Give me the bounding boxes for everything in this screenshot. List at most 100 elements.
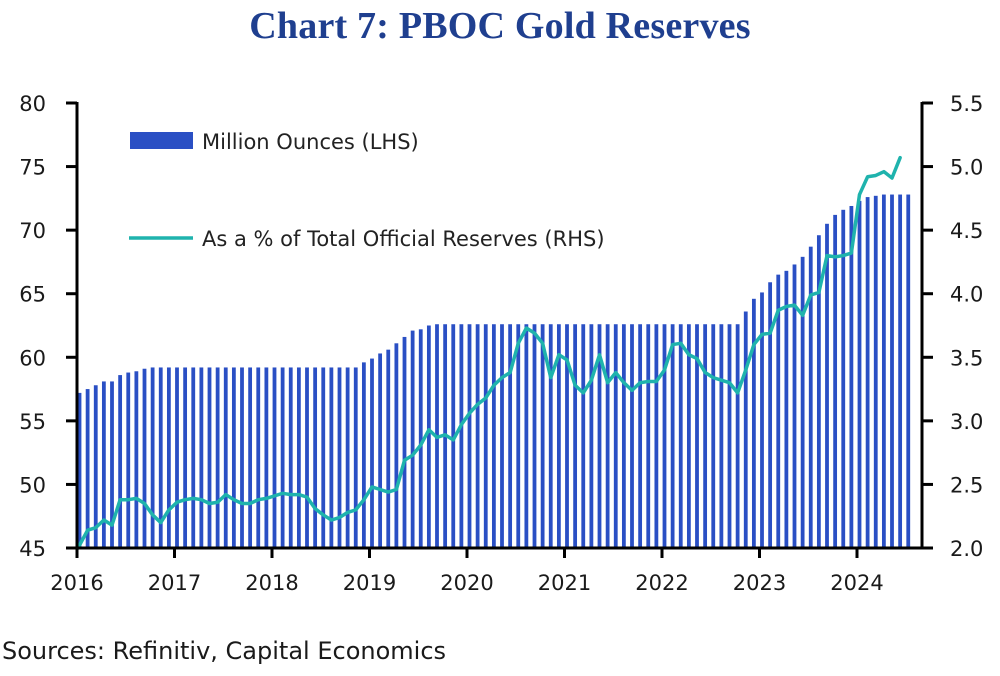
bar xyxy=(337,367,342,548)
y-left-tick-label: 65 xyxy=(19,283,46,307)
bar xyxy=(93,385,98,548)
bar xyxy=(833,214,838,548)
bar xyxy=(711,324,716,548)
y-right-tick-label: 2.0 xyxy=(950,537,983,561)
bar xyxy=(483,324,488,548)
bar xyxy=(345,367,350,548)
bar xyxy=(158,367,163,548)
x-tick-label: 2022 xyxy=(635,571,688,595)
bar xyxy=(215,367,220,548)
bar xyxy=(451,324,456,548)
y-right-tick-label: 3.5 xyxy=(950,346,983,370)
y-right-tick-label: 2.5 xyxy=(950,473,983,497)
line-series xyxy=(76,155,902,550)
bar xyxy=(516,324,521,548)
bar xyxy=(199,367,204,548)
x-tick-label: 2018 xyxy=(245,571,298,595)
bar xyxy=(881,194,886,549)
bar xyxy=(191,367,196,548)
bar xyxy=(231,367,236,548)
bar xyxy=(280,367,285,548)
bar xyxy=(792,264,797,548)
bar xyxy=(175,367,179,548)
bar xyxy=(719,324,724,548)
y-left-tick-label: 50 xyxy=(19,473,46,497)
bar xyxy=(142,368,147,548)
bar xyxy=(743,311,748,548)
bar xyxy=(768,282,773,548)
bar xyxy=(703,324,708,548)
bar xyxy=(532,324,537,548)
bar xyxy=(118,375,123,548)
x-tick-label: 2024 xyxy=(830,571,883,595)
y-right-tick-label: 4.5 xyxy=(950,219,983,243)
bar xyxy=(183,367,188,548)
bar xyxy=(77,392,82,548)
bar xyxy=(695,324,699,548)
y-right-tick-label: 5.0 xyxy=(950,156,983,180)
y-left-tick-label: 60 xyxy=(19,346,46,370)
bar xyxy=(378,353,383,548)
bar xyxy=(776,274,781,548)
bar xyxy=(361,362,366,548)
bar xyxy=(126,372,131,548)
bar xyxy=(101,381,106,548)
chart-title: Chart 7: PBOC Gold Reserves xyxy=(249,5,751,47)
bar xyxy=(613,324,618,548)
legend: Million Ounces (LHS) As a % of Total Off… xyxy=(129,130,605,251)
y-right-tick-label: 3.0 xyxy=(950,410,983,434)
bar xyxy=(825,223,829,549)
bar xyxy=(166,367,171,548)
y-left-tick-label: 80 xyxy=(19,92,46,116)
bar xyxy=(508,324,513,548)
y-left-tick-label: 45 xyxy=(19,537,46,561)
bar xyxy=(248,367,253,548)
bar xyxy=(134,371,139,548)
y-left-tick-label: 70 xyxy=(19,219,46,243)
bar xyxy=(296,367,301,548)
bar xyxy=(500,324,504,548)
bar xyxy=(524,324,529,548)
bar xyxy=(898,194,903,549)
bar xyxy=(85,389,90,548)
bar xyxy=(686,324,691,548)
x-tick-label: 2020 xyxy=(440,571,493,595)
x-tick-label: 2017 xyxy=(148,571,201,595)
x-tick-label: 2019 xyxy=(343,571,396,595)
x-tick-label: 2016 xyxy=(50,571,103,595)
y-left-tick-label: 75 xyxy=(19,156,46,180)
x-tick-label: 2023 xyxy=(733,571,786,595)
bar xyxy=(110,381,114,548)
bar xyxy=(597,324,602,548)
bar xyxy=(865,197,870,548)
bar xyxy=(223,367,228,548)
bar xyxy=(240,367,244,548)
bar xyxy=(808,246,813,549)
bar xyxy=(329,367,334,548)
bar xyxy=(565,324,569,548)
x-tick-label: 2021 xyxy=(538,571,591,595)
bar xyxy=(426,325,431,548)
bar xyxy=(418,329,423,548)
bar xyxy=(605,324,610,548)
sources-note: Sources: Refinitiv, Capital Economics xyxy=(2,637,447,665)
bar xyxy=(654,324,659,548)
bar xyxy=(816,235,821,549)
y-right-tick-label: 5.5 xyxy=(950,92,983,116)
bar xyxy=(760,292,764,548)
bar xyxy=(630,324,634,548)
bar xyxy=(727,324,732,548)
axes: 45 50 55 60 65 70 75 80 2.0 2.5 3.0 3.5 4.0 4.5 5.0 5.5… xyxy=(19,92,983,595)
bar xyxy=(548,324,553,548)
legend-label-line: As a % of Total Official Reserves (RHS) xyxy=(202,227,605,251)
bar xyxy=(540,324,545,548)
bar xyxy=(264,367,269,548)
bar-series xyxy=(77,194,911,549)
legend-label-bars: Million Ounces (LHS) xyxy=(202,130,419,154)
bar xyxy=(573,324,578,548)
bar xyxy=(735,324,740,548)
bar xyxy=(800,256,805,548)
bar xyxy=(256,367,261,548)
bar xyxy=(638,324,643,548)
